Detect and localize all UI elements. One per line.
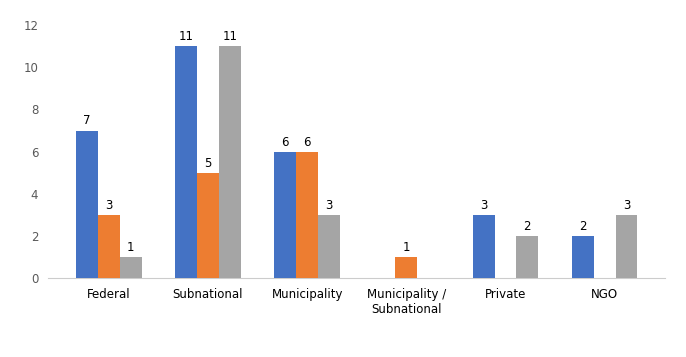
Bar bbox=[296, 152, 318, 278]
Text: 7: 7 bbox=[83, 115, 91, 127]
Bar bbox=[274, 152, 296, 278]
Text: 1: 1 bbox=[127, 241, 134, 254]
Bar bbox=[615, 215, 637, 278]
Bar bbox=[197, 173, 219, 278]
Bar bbox=[395, 257, 417, 278]
Text: 6: 6 bbox=[281, 136, 289, 149]
Bar bbox=[76, 131, 98, 278]
Text: 2: 2 bbox=[523, 220, 531, 233]
Text: 11: 11 bbox=[178, 30, 193, 43]
Text: 3: 3 bbox=[325, 199, 333, 212]
Bar bbox=[219, 46, 241, 278]
Text: 3: 3 bbox=[623, 199, 630, 212]
Text: 3: 3 bbox=[480, 199, 487, 212]
Bar bbox=[473, 215, 495, 278]
Text: 11: 11 bbox=[222, 30, 237, 43]
Bar bbox=[120, 257, 141, 278]
Text: 6: 6 bbox=[303, 136, 311, 149]
Text: 5: 5 bbox=[204, 157, 212, 170]
Text: 2: 2 bbox=[579, 220, 587, 233]
Bar bbox=[517, 236, 539, 278]
Bar bbox=[98, 215, 120, 278]
Text: 3: 3 bbox=[105, 199, 113, 212]
Bar bbox=[318, 215, 340, 278]
Text: 1: 1 bbox=[403, 241, 410, 254]
Bar bbox=[572, 236, 593, 278]
Bar bbox=[175, 46, 197, 278]
